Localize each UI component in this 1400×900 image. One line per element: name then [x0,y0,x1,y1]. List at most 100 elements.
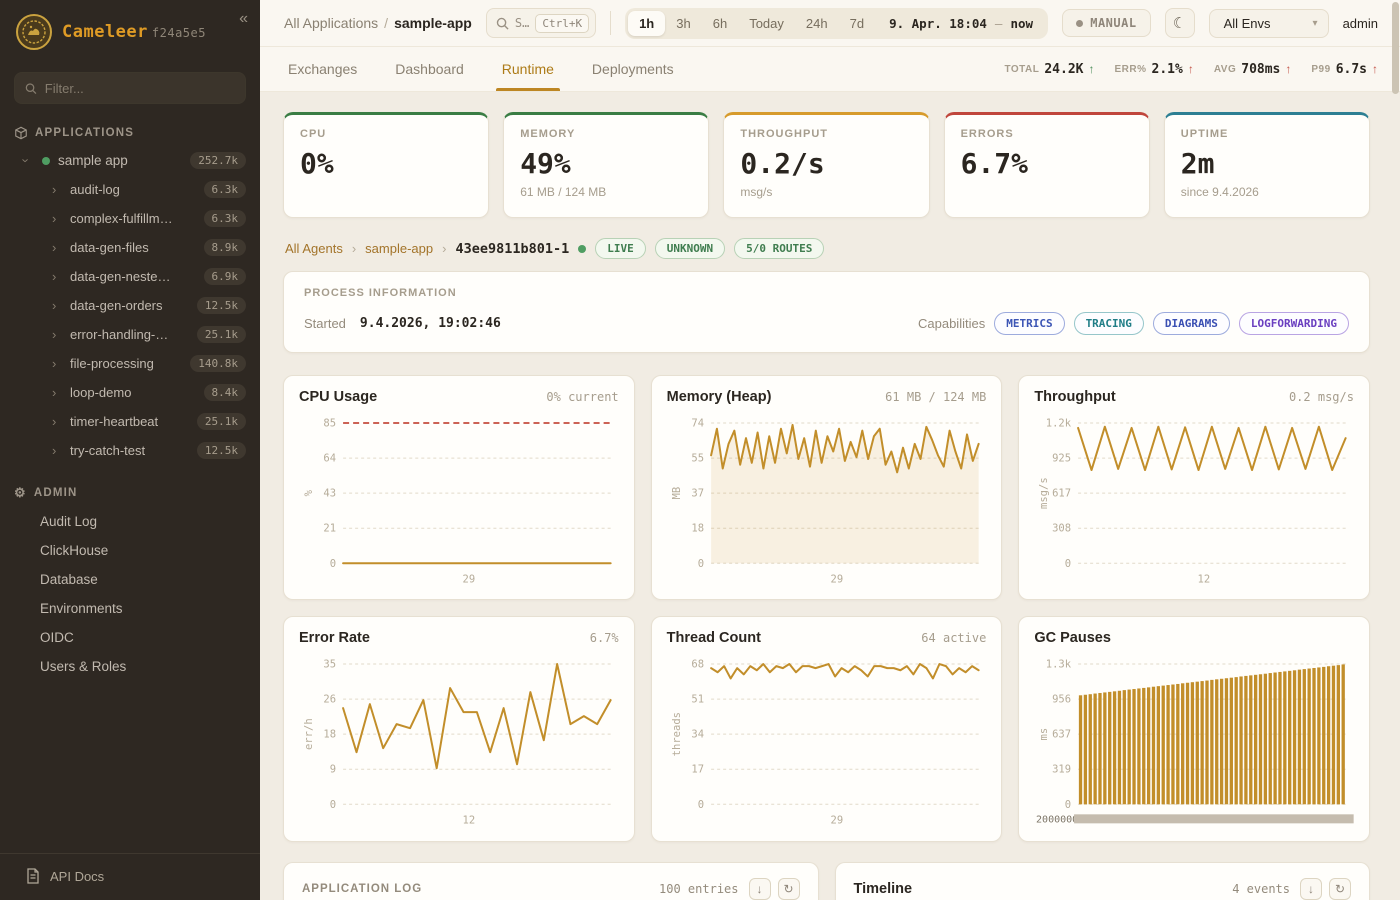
refresh-button[interactable]: ↻ [1329,877,1351,900]
filter-input[interactable] [44,80,235,96]
stat-card-label: MEMORY [520,128,576,140]
stat-card-sub: msg/s [740,185,773,199]
refresh-button[interactable]: ↻ [777,877,800,900]
agent-breadcrumb-row: All Agents › sample-app › 43ee9811b801-1 LIVE… [285,238,1370,259]
time-range-7d[interactable]: 7d [849,15,865,31]
search-placeholder: S… [514,16,530,30]
stat-errpct: ERR% 2.1% ↑ [1114,62,1193,77]
chart-canvas: 35 26 18 9 0 err/h 12 [303,659,612,827]
filter-input-wrap[interactable] [14,72,246,104]
refresh-icon: ↻ [783,881,794,896]
started-label: Started [304,316,346,331]
sidebar-item-data-gen-neste-[interactable]: › data-gen-neste… 6.9k [0,262,260,291]
svg-text:64: 64 [323,453,336,465]
main-area: All Applications / sample-app S… Ctrl+K 1h… [260,0,1400,900]
time-range-24h[interactable]: 24h [805,15,828,31]
svg-text:9: 9 [330,764,336,776]
capability-badge-tracing: TRACING [1073,312,1144,335]
svg-text:0: 0 [1065,799,1071,811]
agent-link-sample-app[interactable]: sample-app [365,241,434,256]
chart-canvas: 68 51 34 17 0 threads 29 [671,659,980,827]
api-docs-link[interactable]: API Docs [0,853,260,900]
sidebar-collapse-button[interactable]: « [239,10,248,27]
sidebar-item-data-gen-files[interactable]: › data-gen-files 8.9k [0,233,260,262]
scrollbar-thumb[interactable] [1392,2,1399,94]
content-scroll-area[interactable]: CPU 0% MEMORY 49% 61 MB / 124 MB THROUGHPUT 0.… [260,92,1400,900]
sidebar-item-audit-log[interactable]: › audit-log 6.3k [0,175,260,204]
time-range-1h[interactable]: 1h [628,10,666,36]
tab-runtime[interactable]: Runtime [495,47,561,91]
tab-exchanges[interactable]: Exchanges [288,61,358,77]
stat-value: 2.1% [1151,61,1183,77]
chart-current-value: 64 active [921,631,987,646]
global-search[interactable]: S… Ctrl+K [485,8,597,38]
stat-card-errors: ERRORS 6.7% [943,112,1150,218]
tree-item-label: sample app [58,153,128,168]
tab-deployments[interactable]: Deployments [591,61,674,77]
search-icon [25,82,37,94]
scrollbar[interactable] [1392,2,1399,900]
tab-dashboard[interactable]: Dashboard [395,61,464,77]
breadcrumb-all-applications[interactable]: All Applications [284,15,379,31]
user-menu[interactable]: admin [1342,15,1378,31]
environment-select[interactable]: All Envs ▾ [1208,8,1329,38]
sidebar-item-timer-heartbeat[interactable]: › timer-heartbeat 25.1k [0,407,260,436]
svg-text:17: 17 [691,764,704,776]
admin-item-database[interactable]: Database [40,572,98,587]
stat-card-label: THROUGHPUT [740,128,828,140]
stat-card-uptime: UPTIME 2m since 9.4.2026 [1163,112,1370,218]
sidebar-item-loop-demo[interactable]: › loop-demo 8.4k [0,378,260,407]
chart-canvas: 85 64 43 21 0% 29 [303,418,612,585]
app-tabs: Exchanges Dashboard Runtime Deployments [288,47,674,91]
sidebar-item-file-processing[interactable]: › file-processing 140.8k [0,349,260,378]
svg-text:12: 12 [1198,573,1211,585]
tree-item-label: complex-fulfillm… [70,211,173,226]
applications-section-header: APPLICATIONS [0,110,260,146]
chart-header: Throughput 0.2 msg/s [1034,389,1354,405]
time-range-3h[interactable]: 3h [676,15,691,31]
svg-text:51: 51 [691,694,704,706]
svg-text:74: 74 [691,418,704,430]
stat-value: 708ms [1241,61,1281,77]
chart-header: Error Rate 6.7% [299,630,619,646]
custom-time-range[interactable]: 9. Apr. 18:04 – now [889,15,1034,31]
sidebar-item-sample-app[interactable]: › sample app 252.7k [0,146,260,175]
stat-card-memory: MEMORY 49% 61 MB / 124 MB [503,112,710,218]
manual-refresh-button[interactable]: MANUAL [1062,9,1151,37]
agent-link-all-agents[interactable]: All Agents [285,241,343,256]
time-range-6h[interactable]: 6h [712,15,728,31]
stat-card-sub: 61 MB / 124 MB [520,185,607,199]
stat-p99: P99 6.7s ↑ [1311,62,1378,77]
capabilities: Capabilities METRICS TRACING DIAGRAMS LOGFO… [918,312,1349,335]
admin-item-oidc[interactable]: OIDC [40,630,74,645]
admin-item-environments[interactable]: Environments [40,601,123,616]
download-icon: ↓ [1308,881,1314,896]
sidebar-item-try-catch-test[interactable]: › try-catch-test 12.5k [0,436,260,465]
stat-card-value: 0.2/s [740,147,825,180]
chart-current-value: 0% current [546,390,619,404]
stat-card-label: UPTIME [1180,128,1229,140]
dark-mode-toggle[interactable]: ☾ [1164,8,1195,38]
document-icon [27,868,39,884]
svg-text:26: 26 [323,694,336,706]
time-range-today[interactable]: Today [749,15,784,31]
stat-card-value: 2m [1180,147,1215,180]
tree-item-label: file-processing [70,356,154,371]
sidebar-item-error-handling-[interactable]: › error-handling-… 25.1k [0,320,260,349]
status-dot [1076,19,1084,27]
chart-current-value: 0.2 msg/s [1288,390,1354,404]
sidebar-item-data-gen-orders[interactable]: › data-gen-orders 12.5k [0,291,260,320]
chart-header: Memory (Heap) 61 MB / 124 MB [667,389,987,405]
download-button[interactable]: ↓ [1300,877,1322,900]
admin-item-audit-log[interactable]: Audit Log [40,514,98,529]
capability-badge-metrics: METRICS [994,312,1065,335]
admin-item-users-roles[interactable]: Users & Roles [40,659,127,674]
top-bar: All Applications / sample-app S… Ctrl+K 1h… [260,0,1400,47]
chart-canvas: 1.3k9566373190ms2000000000000 [1036,659,1354,826]
svg-text:ms: ms [1038,728,1050,741]
download-button[interactable]: ↓ [748,877,771,900]
admin-item-clickhouse[interactable]: ClickHouse [40,543,109,558]
svg-text:85: 85 [323,418,336,430]
sidebar-item-complex-fulfillm-[interactable]: › complex-fulfillm… 6.3k [0,204,260,233]
